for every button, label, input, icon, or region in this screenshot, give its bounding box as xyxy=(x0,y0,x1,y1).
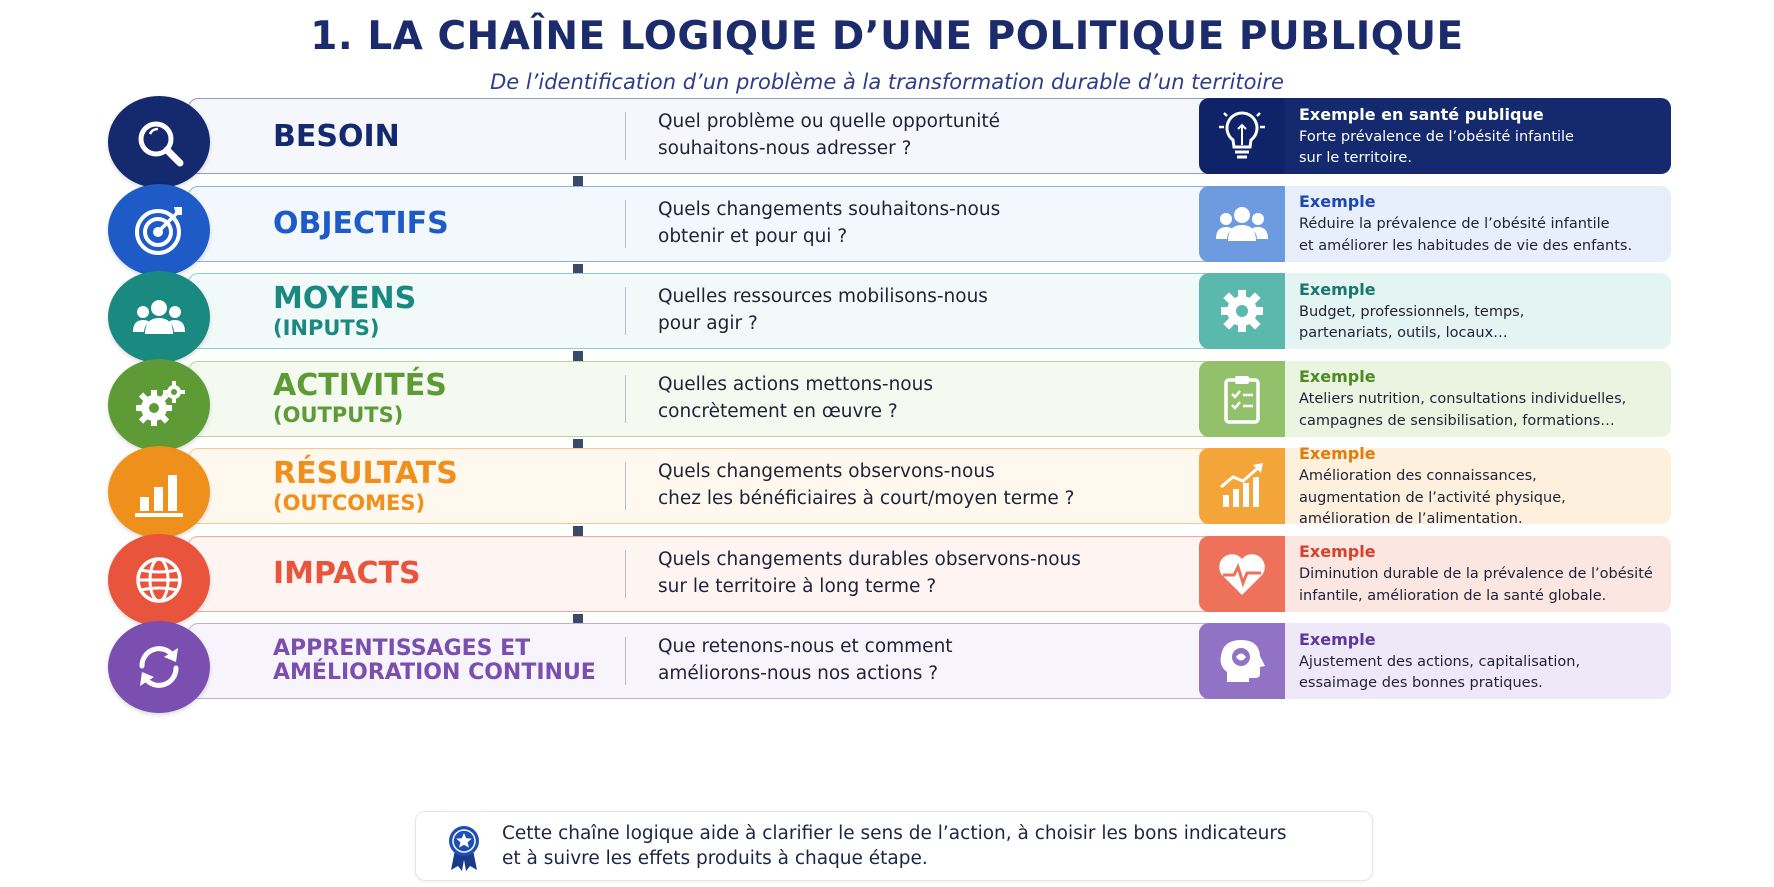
step-label: OBJECTIFS xyxy=(273,184,603,264)
example-title: Exemple xyxy=(1299,192,1376,212)
example-box: Exemple Diminution durable de la prévalen… xyxy=(1285,535,1671,612)
step-subtitle: (OUTCOMES) xyxy=(273,490,426,515)
step-question: Que retenons-nous et comment améliorons-… xyxy=(658,636,953,684)
example-box: Exemple Budget, professionnels, temps, pa… xyxy=(1285,273,1671,349)
gear-icon xyxy=(1199,273,1285,349)
magnifier-icon xyxy=(108,96,210,188)
step-label: RÉSULTATS (OUTCOMES) xyxy=(273,446,603,526)
step-question: Quelles actions mettons-nous concrètemen… xyxy=(658,373,933,422)
step-title: APPRENTISSAGES ET xyxy=(273,635,531,661)
step-title: BESOIN xyxy=(273,118,400,154)
chain-step: APPRENTISSAGES ET AMÉLIORATION CONTINUE Qu… xyxy=(108,621,1675,713)
heart-pulse-icon xyxy=(1199,535,1285,612)
divider xyxy=(625,637,626,685)
example-box: Exemple Ateliers nutrition, consultations… xyxy=(1285,360,1671,437)
head-brain-icon xyxy=(1199,623,1285,699)
example-title: Exemple xyxy=(1299,279,1376,299)
growth-chart-icon xyxy=(1199,448,1285,524)
group-icon xyxy=(1199,185,1285,262)
step-label: BESOIN xyxy=(273,96,603,176)
page-title: 1. LA CHAÎNE LOGIQUE D’UNE POLITIQUE PUB… xyxy=(310,14,1464,59)
step-subtitle: (OUTPUTS) xyxy=(273,403,404,428)
step-title: MOYENS xyxy=(273,280,417,316)
chain-step: MOYENS (INPUTS) Quelles ressources mobilis… xyxy=(108,271,1675,363)
globe-icon xyxy=(108,533,210,626)
lightbulb-icon xyxy=(1199,98,1285,174)
clipboard-icon xyxy=(1199,360,1285,437)
step-label: APPRENTISSAGES ET AMÉLIORATION CONTINUE xyxy=(273,621,603,701)
refresh-icon xyxy=(108,621,210,713)
example-text: Réduire la prévalence de l’obésité infan… xyxy=(1299,216,1633,254)
example-text: Ajustement des actions, capitalisation, … xyxy=(1299,653,1581,691)
gears-icon xyxy=(108,358,210,451)
example-text: Budget, professionnels, temps, partenari… xyxy=(1299,303,1525,341)
chain-step: IMPACTS Quels changements durables observ… xyxy=(108,533,1675,626)
example-title: Exemple en santé publique xyxy=(1299,104,1544,124)
step-question: Quels changements observons-nous chez le… xyxy=(658,461,1075,509)
footer-text: Cette chaîne logique aide à clarifier le… xyxy=(502,823,1287,869)
bar-chart-icon xyxy=(108,446,210,538)
example-text: Diminution durable de la prévalence de l… xyxy=(1299,566,1653,604)
chain-step: OBJECTIFS Quels changements souhaitons-no… xyxy=(108,183,1675,276)
chain-step: ACTIVITÉS (OUTPUTS) Quelles actions metton… xyxy=(108,358,1675,451)
page-subtitle: De l’identification d’un problème à la t… xyxy=(490,70,1284,94)
divider xyxy=(625,374,626,423)
example-text: Ateliers nutrition, consultations indivi… xyxy=(1299,391,1627,429)
target-icon xyxy=(108,183,210,276)
step-label: ACTIVITÉS (OUTPUTS) xyxy=(273,359,603,439)
step-title: ACTIVITÉS xyxy=(273,368,447,404)
step-label: IMPACTS xyxy=(273,534,603,614)
step-question: Quel problème ou quelle opportunité souh… xyxy=(658,111,1001,159)
example-text: Amélioration des connaissances, augmenta… xyxy=(1299,468,1566,527)
award-medal-icon xyxy=(449,826,479,871)
people-icon xyxy=(108,271,210,363)
example-title: Exemple xyxy=(1299,629,1376,649)
example-box: Exemple Ajustement des actions, capitalis… xyxy=(1285,623,1671,699)
step-question: Quelles ressources mobilisons-nous pour … xyxy=(658,286,988,334)
example-box: Exemple Réduire la prévalence de l’obésit… xyxy=(1285,185,1671,262)
divider xyxy=(625,199,626,248)
step-title: OBJECTIFS xyxy=(273,206,449,241)
step-title: RÉSULTATS xyxy=(273,455,458,491)
example-title: Exemple xyxy=(1299,444,1376,464)
step-title: IMPACTS xyxy=(273,556,421,591)
divider xyxy=(625,112,626,160)
step-subtitle: AMÉLIORATION CONTINUE xyxy=(273,660,596,685)
example-box: Exemple Amélioration des connaissances, a… xyxy=(1285,444,1671,527)
example-title: Exemple xyxy=(1299,367,1376,387)
step-question: Quels changements souhaitons-nous obteni… xyxy=(658,198,1001,247)
step-question: Quels changements durables observons-nou… xyxy=(658,548,1081,597)
footer-note: Cette chaîne logique aide à clarifier le… xyxy=(415,811,1373,881)
divider xyxy=(625,287,626,335)
example-title: Exemple xyxy=(1299,542,1376,562)
divider xyxy=(625,549,626,598)
example-box: Exemple en santé publique Forte prévalenc… xyxy=(1285,98,1671,174)
step-label: MOYENS (INPUTS) xyxy=(273,271,603,351)
chain-step: RÉSULTATS (OUTCOMES) Quels changements obs… xyxy=(108,444,1675,538)
chain-step: BESOIN Quel problème ou quelle opportunit… xyxy=(108,96,1675,188)
example-text: Forte prévalence de l’obésité infantile … xyxy=(1299,128,1574,166)
divider xyxy=(625,462,626,510)
step-subtitle: (INPUTS) xyxy=(273,315,380,340)
